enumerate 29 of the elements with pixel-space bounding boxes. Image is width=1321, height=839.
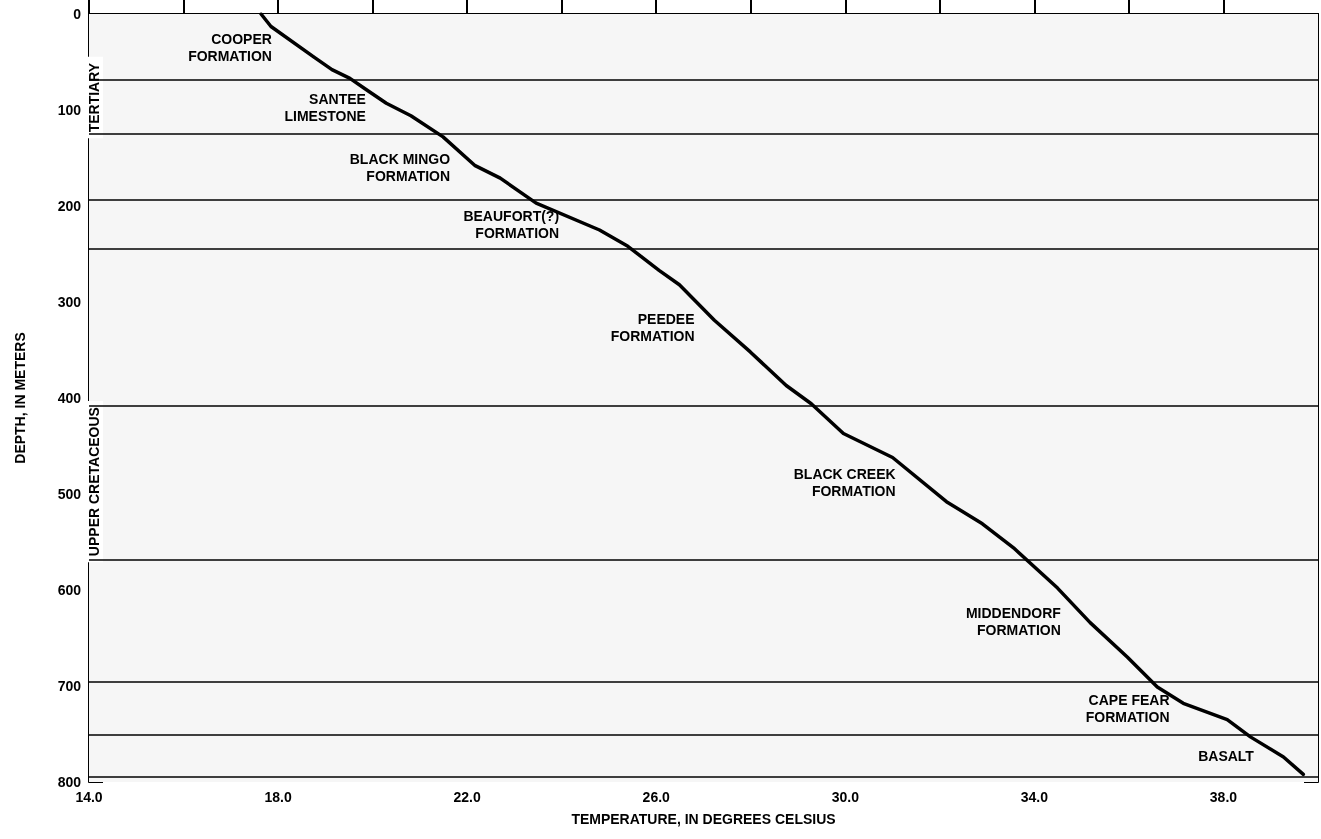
band-label: TERTIARY — [86, 62, 102, 133]
x-tick-label: 18.0 — [264, 789, 292, 805]
y-tick-label: 0 — [73, 6, 82, 22]
annotation: MIDDENDORF FORMATION — [965, 604, 1062, 638]
annotation: PEEDEE FORMATION — [610, 310, 695, 344]
x-tick-label: 34.0 — [1020, 789, 1049, 805]
annotation: SANTEE LIMESTONE — [284, 90, 366, 124]
y-tick-label: 400 — [57, 390, 82, 406]
band-label: UPPER CRETACEOUS — [86, 407, 102, 557]
annotation: BLACK CREEK FORMATION — [793, 466, 896, 500]
x-tick-label: 22.0 — [453, 789, 481, 805]
x-tick-label: 26.0 — [642, 789, 671, 805]
y-tick-label: 600 — [57, 582, 82, 598]
annotation: BASALT — [1198, 748, 1255, 765]
y-tick-label: 100 — [57, 102, 82, 118]
x-tick-label: 38.0 — [1209, 789, 1238, 805]
y-tick-label: 300 — [57, 294, 82, 310]
annotation: CAPE FEAR FORMATION — [1085, 692, 1170, 726]
y-tick-label: 700 — [57, 678, 82, 694]
x-axis-title: TEMPERATURE, IN DEGREES CELSIUS — [571, 811, 836, 827]
y-tick-label: 800 — [57, 774, 82, 790]
annotation: COOPER FORMATION — [188, 30, 272, 64]
annotation: BLACK MINGO FORMATION — [349, 150, 451, 184]
y-tick-label: 500 — [57, 486, 82, 502]
y-axis-title: DEPTH, IN METERS — [12, 332, 28, 464]
y-tick-label: 200 — [57, 198, 82, 214]
x-tick-label: 30.0 — [831, 789, 860, 805]
annotation: BEAUFORT(?) FORMATION — [463, 208, 560, 242]
x-tick-label: 14.0 — [75, 789, 103, 805]
